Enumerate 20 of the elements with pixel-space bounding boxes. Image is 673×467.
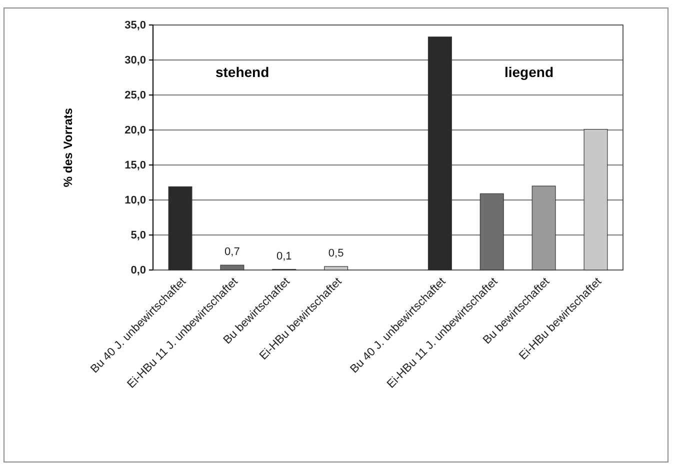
y-tick-label: 35,0 <box>124 20 146 32</box>
data-label: 0,1 <box>276 250 292 262</box>
y-tick-label: 0,0 <box>130 264 146 277</box>
annotation: stehend <box>215 64 270 80</box>
bar <box>324 266 348 270</box>
data-label: 0,7 <box>224 246 240 258</box>
y-tick-label: 25,0 <box>124 90 146 102</box>
y-tick-label: 15,0 <box>124 160 146 172</box>
annotation: liegend <box>504 64 554 80</box>
bar <box>532 186 556 270</box>
bar <box>220 264 244 270</box>
bar <box>168 186 192 270</box>
y-tick-label: 5,0 <box>130 230 146 242</box>
bar <box>428 36 452 270</box>
y-tick-label: 10,0 <box>124 194 146 207</box>
data-label: 0,5 <box>328 248 344 260</box>
y-tick-label: 20,0 <box>124 124 146 137</box>
y-axis-title: % des Vorrats <box>61 108 75 188</box>
bar <box>584 129 608 270</box>
y-tick-label: 30,0 <box>124 54 146 67</box>
